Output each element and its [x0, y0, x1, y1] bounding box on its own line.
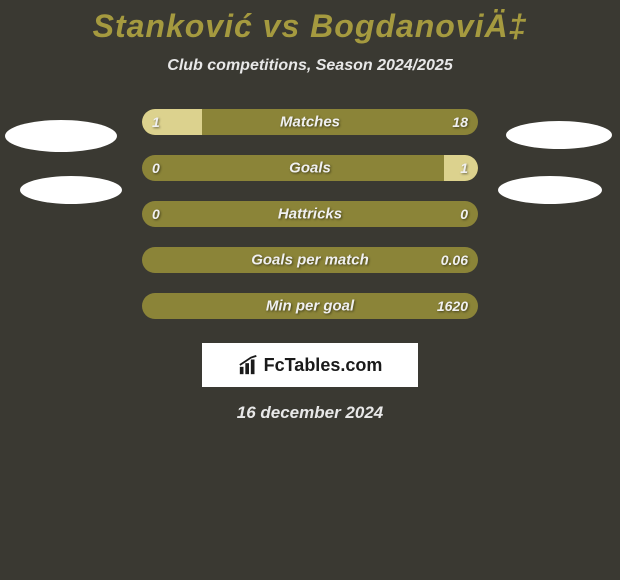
stat-row: Goals per match 0.06	[0, 237, 620, 283]
stat-value-right: 1620	[437, 298, 468, 314]
bar-track: Goals 0 1	[142, 155, 478, 181]
stats-container: Matches 1 18 Goals 0 1 Hattricks 0 0 Goals per ma…	[0, 99, 620, 329]
stat-row: Matches 1 18	[0, 99, 620, 145]
logo-text: FcTables.com	[264, 355, 383, 376]
stat-label: Min per goal	[266, 298, 354, 315]
stat-row: Goals 0 1	[0, 145, 620, 191]
stat-value-right: 1	[460, 160, 468, 176]
stat-value-left: 0	[152, 160, 160, 176]
stat-value-right: 18	[452, 114, 468, 130]
date-text: 16 december 2024	[0, 403, 620, 423]
stat-label: Hattricks	[278, 206, 342, 223]
stat-row: Hattricks 0 0	[0, 191, 620, 237]
stat-label: Matches	[280, 114, 340, 131]
stat-value-right: 0.06	[441, 252, 468, 268]
logo-box[interactable]: FcTables.com	[202, 343, 418, 387]
bar-track: Hattricks 0 0	[142, 201, 478, 227]
comparison-widget: Stanković vs BogdanoviÄ‡ Club competitio…	[0, 0, 620, 423]
bar-track: Matches 1 18	[142, 109, 478, 135]
subtitle: Club competitions, Season 2024/2025	[0, 57, 620, 75]
stat-label: Goals per match	[251, 252, 369, 269]
stat-label: Goals	[289, 160, 331, 177]
stat-value-right: 0	[460, 206, 468, 222]
page-title: Stanković vs BogdanoviÄ‡	[0, 8, 620, 45]
chart-icon	[238, 354, 260, 376]
stat-value-left: 0	[152, 206, 160, 222]
stat-row: Min per goal 1620	[0, 283, 620, 329]
stat-value-left: 1	[152, 114, 160, 130]
bar-track: Goals per match 0.06	[142, 247, 478, 273]
bar-track: Min per goal 1620	[142, 293, 478, 319]
